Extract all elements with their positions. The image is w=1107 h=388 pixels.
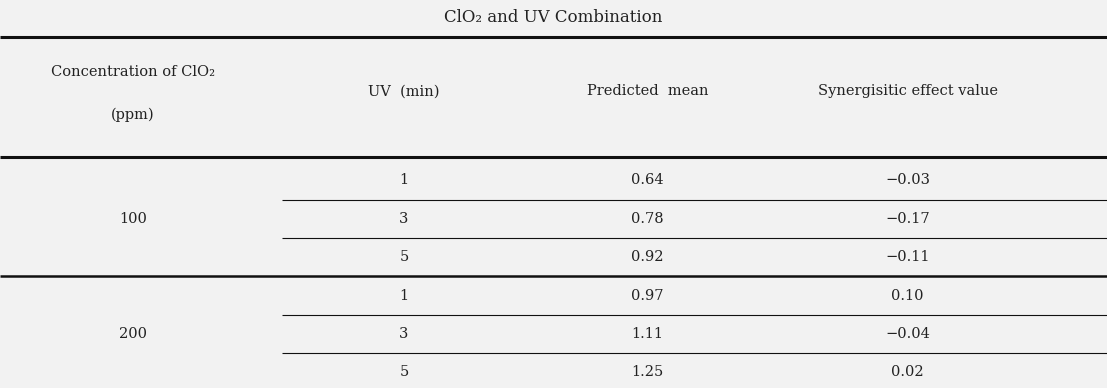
Text: 3: 3 bbox=[400, 212, 408, 226]
Text: 0.64: 0.64 bbox=[631, 173, 664, 187]
Text: 0.78: 0.78 bbox=[631, 212, 664, 226]
Text: Synergisitic effect value: Synergisitic effect value bbox=[818, 84, 997, 98]
Text: 1.25: 1.25 bbox=[631, 365, 664, 379]
Text: 0.92: 0.92 bbox=[631, 250, 664, 264]
Text: Predicted  mean: Predicted mean bbox=[587, 84, 708, 98]
Text: 0.10: 0.10 bbox=[891, 289, 924, 303]
Text: 5: 5 bbox=[400, 365, 408, 379]
Text: −0.04: −0.04 bbox=[886, 327, 930, 341]
Text: 5: 5 bbox=[400, 250, 408, 264]
Text: Concentration of ClO₂: Concentration of ClO₂ bbox=[51, 65, 215, 79]
Text: 0.02: 0.02 bbox=[891, 365, 924, 379]
Text: ClO₂ and UV Combination: ClO₂ and UV Combination bbox=[444, 9, 663, 26]
Text: 200: 200 bbox=[118, 327, 147, 341]
Text: 1.11: 1.11 bbox=[632, 327, 663, 341]
Text: UV  (min): UV (min) bbox=[369, 84, 439, 98]
Text: 1: 1 bbox=[400, 173, 408, 187]
Text: −0.11: −0.11 bbox=[886, 250, 930, 264]
Text: 100: 100 bbox=[118, 212, 147, 226]
Text: −0.17: −0.17 bbox=[886, 212, 930, 226]
Text: 1: 1 bbox=[400, 289, 408, 303]
Text: −0.03: −0.03 bbox=[886, 173, 930, 187]
Text: (ppm): (ppm) bbox=[111, 107, 155, 122]
Text: 3: 3 bbox=[400, 327, 408, 341]
Text: 0.97: 0.97 bbox=[631, 289, 664, 303]
